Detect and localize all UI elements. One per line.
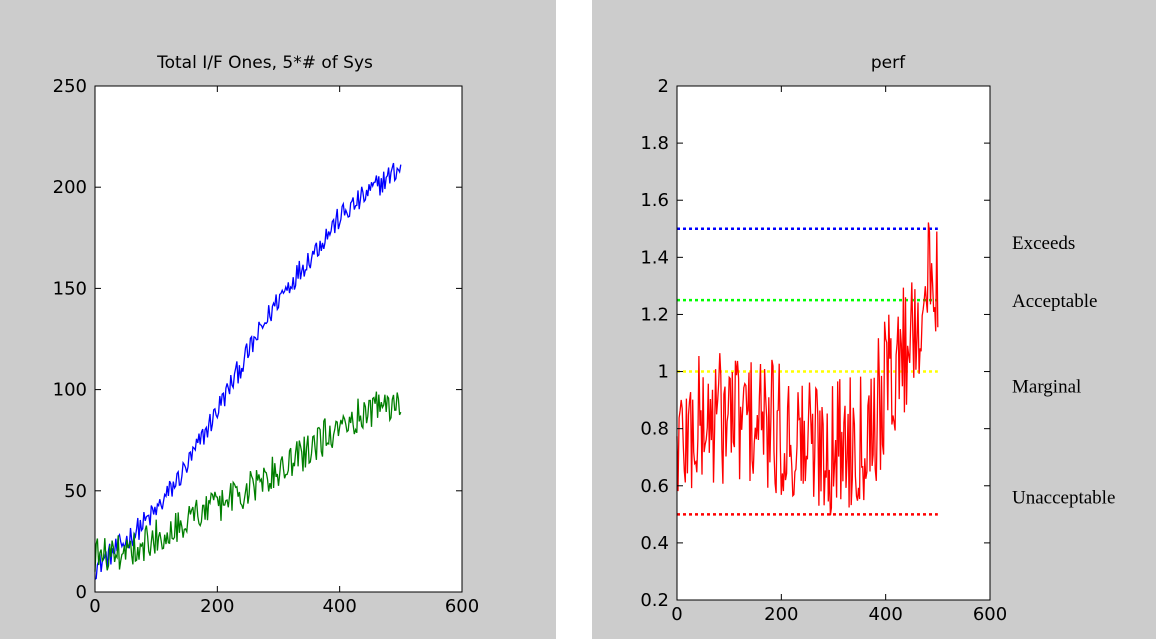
series-line-1 xyxy=(94,391,402,572)
y-tick-label: 0.8 xyxy=(640,419,669,440)
y-tick-label: 50 xyxy=(64,481,87,502)
y-tick-label: 200 xyxy=(53,177,87,198)
plot-frame xyxy=(94,85,463,593)
annotation-marginal: Marginal xyxy=(1012,377,1081,398)
x-tick-label: 400 xyxy=(868,604,902,625)
x-tick-label: 0 xyxy=(89,596,100,617)
y-tick-label: 0.2 xyxy=(640,590,669,611)
series-line-0 xyxy=(676,222,939,516)
chart-svg-left: Total I/F Ones, 5*# of Sys 0 200 400 600 0 50… xyxy=(53,53,480,617)
x-tick-label: 600 xyxy=(973,604,1007,625)
x-tick-label: 400 xyxy=(322,596,356,617)
y-tick-label: 0.4 xyxy=(640,533,669,554)
plot-frame xyxy=(676,85,991,601)
x-tick-label: 0 xyxy=(671,604,682,625)
annotation-exceeds: Exceeds xyxy=(1012,233,1075,254)
chart-panel-right: perf 0 200 400 600 0.2 0.4 0.6 0.8 1 1.2 1.4 1.6 1.8… xyxy=(592,0,1156,639)
y-tick-label: 1.8 xyxy=(640,133,669,154)
y-tick-label: 1 xyxy=(658,362,669,383)
y-tick-label: 1.2 xyxy=(640,304,669,325)
series-line-0 xyxy=(94,162,402,580)
y-tick-label: 1.4 xyxy=(640,247,669,268)
annotation-acceptable: Acceptable xyxy=(1012,291,1097,312)
chart-panel-left: Total I/F Ones, 5*# of Sys 0 200 400 600 0 50… xyxy=(0,0,556,639)
y-tick-label: 0.6 xyxy=(640,476,669,497)
chart-title-left: Total I/F Ones, 5*# of Sys xyxy=(156,53,373,73)
x-tick-label: 200 xyxy=(200,596,234,617)
y-tick-label: 250 xyxy=(53,76,87,97)
x-tick-label: 600 xyxy=(445,596,479,617)
chart-svg-right: perf 0 200 400 600 0.2 0.4 0.6 0.8 1 1.2 1.4 1.6 1.8… xyxy=(640,53,1115,625)
y-tick-label: 150 xyxy=(53,278,87,299)
plot-area xyxy=(677,86,990,600)
chart-title-right: perf xyxy=(871,53,906,73)
y-tick-label: 2 xyxy=(658,76,669,97)
y-tick-label: 1.6 xyxy=(640,190,669,211)
y-tick-label: 0 xyxy=(76,582,87,603)
plot-area xyxy=(95,86,462,592)
annotation-unacceptable: Unacceptable xyxy=(1012,487,1115,508)
x-tick-label: 200 xyxy=(764,604,798,625)
y-tick-label: 100 xyxy=(53,380,87,401)
